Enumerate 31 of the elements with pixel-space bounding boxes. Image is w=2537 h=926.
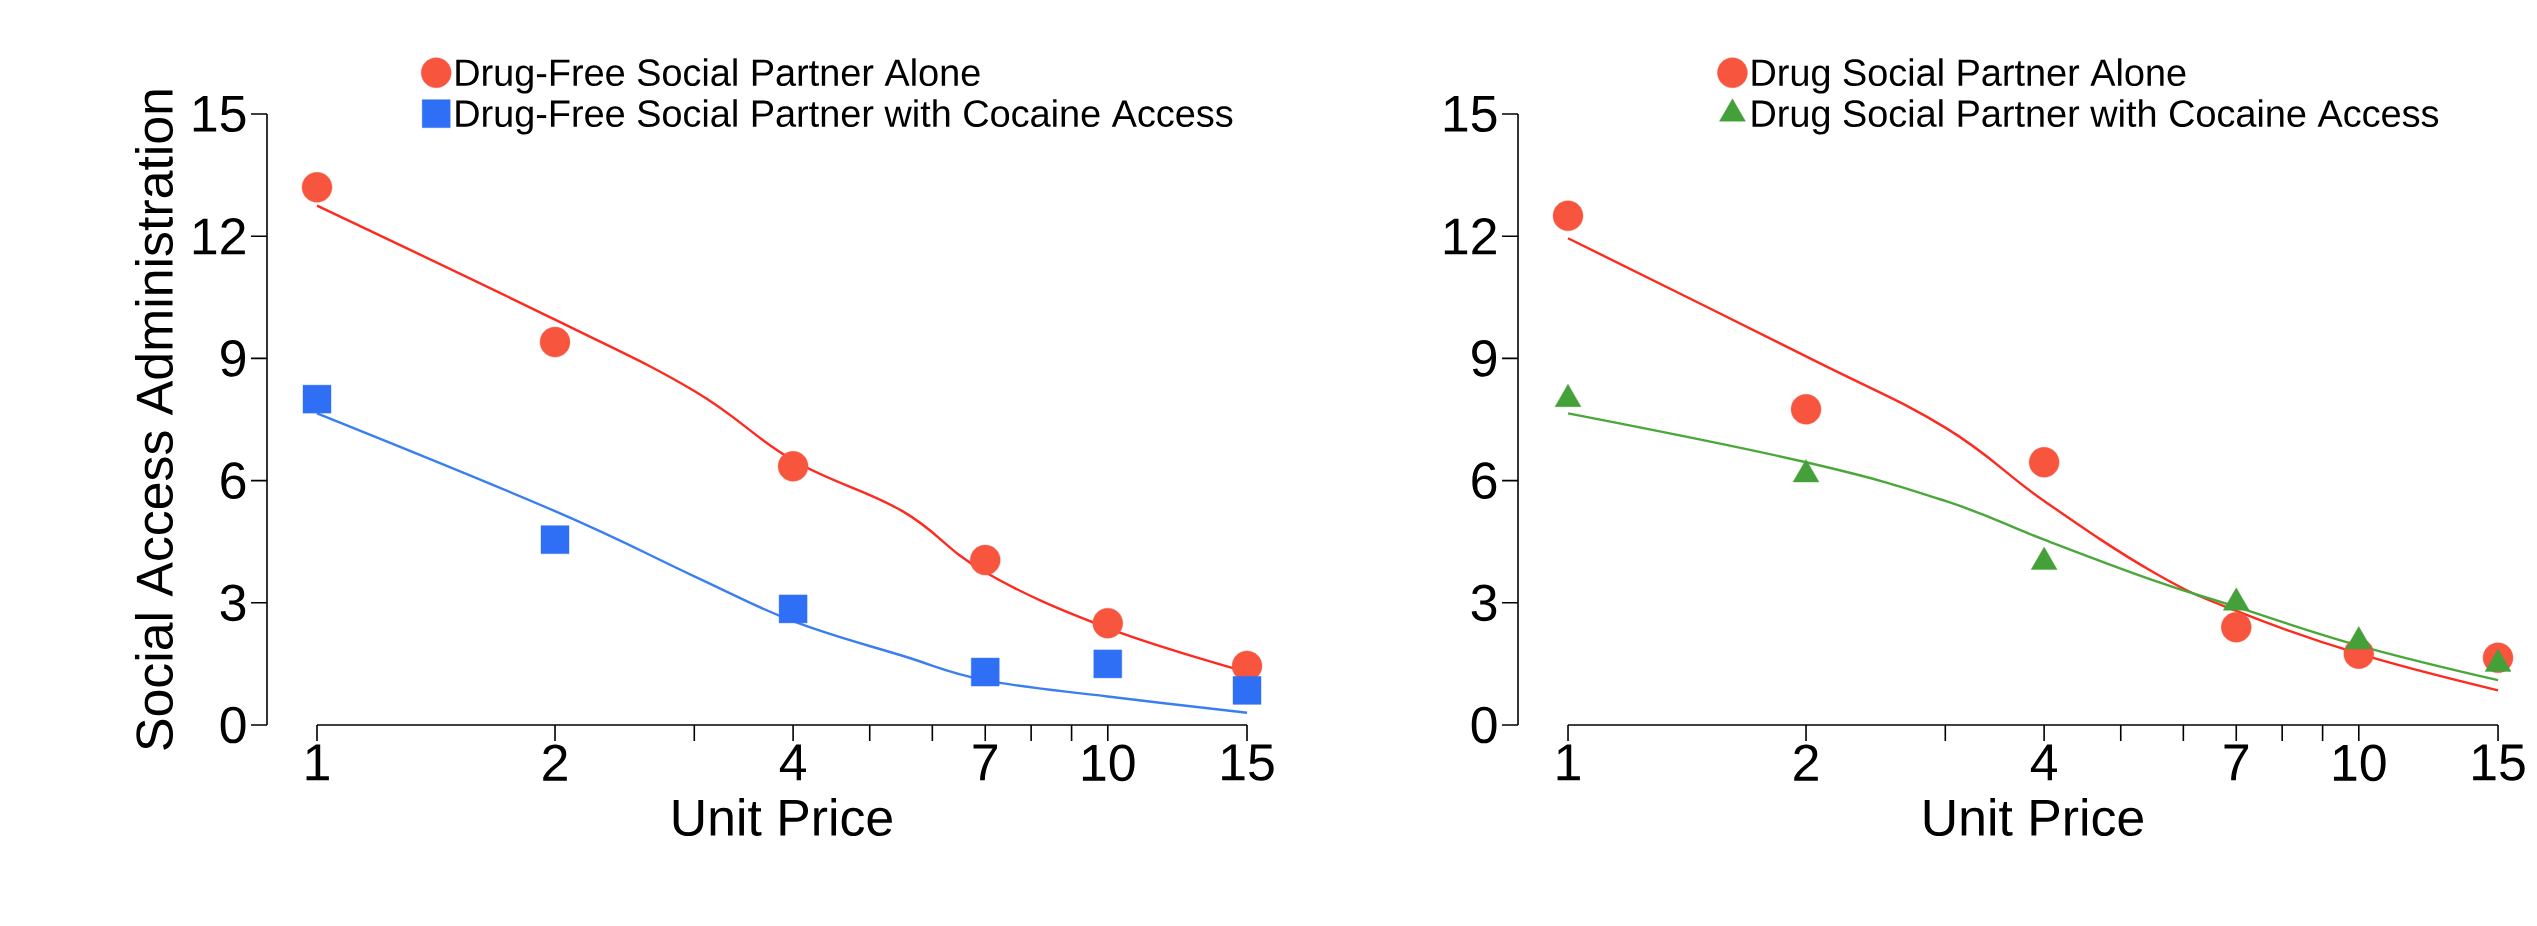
- x-tick-label: 7: [973, 744, 998, 781]
- x-axis-title: Unit Price: [1924, 798, 2143, 837]
- x-tick-label: 10: [2333, 744, 2386, 782]
- y-tick-label: 0: [220, 706, 246, 744]
- y-tick-label: 12: [1444, 218, 1496, 255]
- x-tick-label: 4: [779, 744, 806, 781]
- legend-label: Drug Social Partner with Cocaine Access: [1752, 99, 2439, 135]
- x-tick-label: 2: [543, 744, 567, 781]
- y-tick-label: 9: [221, 340, 246, 377]
- y-tick-label: 6: [221, 462, 246, 499]
- legend-label: Drug-Free Social Partner Alone: [456, 58, 980, 94]
- y-tick-label: 6: [1472, 462, 1497, 499]
- legend-label: Drug-Free Social Partner with Cocaine Access: [456, 99, 1233, 135]
- x-tick-label: 4: [2030, 744, 2057, 781]
- y-tick-label: 15: [1444, 95, 1497, 133]
- y-tick-label: 9: [1472, 340, 1497, 377]
- x-tick-label: 15: [2473, 744, 2525, 781]
- x-tick-label: 7: [2224, 744, 2249, 781]
- x-tick-label: 10: [1082, 744, 1135, 782]
- y-tick-label: 15: [193, 95, 246, 133]
- x-tick-label: 1: [306, 744, 329, 781]
- x-tick-label: 1: [1557, 744, 1580, 781]
- y-tick-label: 0: [1471, 706, 1497, 744]
- x-tick-label: 15: [1222, 744, 1274, 781]
- y-axis-title: Social Access Administration: [134, 90, 174, 750]
- y-tick-label: 3: [220, 584, 246, 622]
- y-tick-label: 3: [1471, 584, 1497, 622]
- x-tick-label: 2: [1794, 744, 1818, 781]
- legend-label: Drug Social Partner Alone: [1752, 58, 2186, 94]
- x-axis-title: Unit Price: [673, 798, 892, 837]
- y-tick-label: 12: [193, 218, 245, 255]
